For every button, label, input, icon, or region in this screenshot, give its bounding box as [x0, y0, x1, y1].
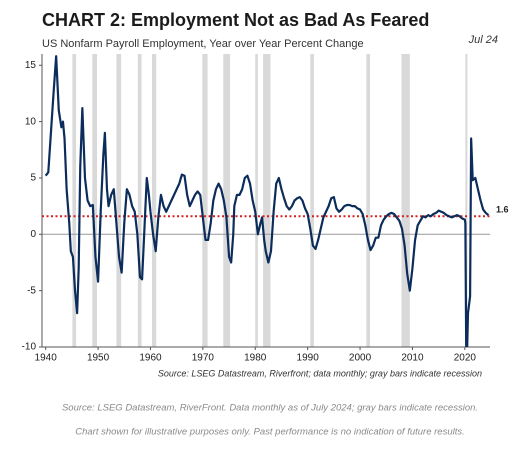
source-note: Source: LSEG Datastream, Riverfront; dat… [158, 368, 482, 378]
recession-bar [366, 54, 371, 347]
recession-bar [465, 54, 468, 347]
recession-bar [137, 54, 142, 347]
recession-bar [310, 54, 314, 347]
data-line [44, 55, 490, 347]
recession-bar [152, 54, 157, 347]
recession-bar [202, 54, 208, 347]
recession-bar [92, 54, 98, 347]
footnote: Chart shown for illustrative purposes on… [75, 427, 465, 438]
x-tick-label: 1960 [139, 353, 162, 364]
y-tick-label: 5 [30, 173, 36, 184]
date-label: Jul 24 [468, 34, 498, 46]
x-tick-label: 1940 [35, 353, 58, 364]
recession-bar [116, 54, 122, 347]
recession-bar [401, 54, 410, 347]
reference-label: 1.6 [496, 205, 509, 215]
y-tick-label: 10 [25, 116, 37, 127]
y-tick-label: 0 [30, 229, 36, 240]
recession-bar [72, 54, 77, 347]
x-tick-label: 1970 [192, 353, 215, 364]
x-tick-label: 1950 [87, 353, 110, 364]
y-tick-label: -5 [27, 285, 36, 296]
x-tick-label: 2020 [454, 353, 477, 364]
y-tick-label: 15 [25, 60, 37, 71]
chart-subtitle: US Nonfarm Payroll Employment, Year over… [42, 38, 364, 50]
y-tick-label: -10 [22, 342, 37, 353]
x-tick-label: 2000 [349, 353, 372, 364]
footnote: Source: LSEG Datastream, RiverFront. Dat… [62, 403, 478, 414]
chart-title: CHART 2: Employment Not as Bad As Feared [42, 10, 429, 30]
x-tick-label: 1980 [244, 353, 267, 364]
x-tick-label: 1990 [297, 353, 320, 364]
recession-bar [255, 54, 258, 347]
x-tick-label: 2010 [401, 353, 424, 364]
recession-bar [263, 54, 271, 347]
recession-bar [223, 54, 231, 347]
